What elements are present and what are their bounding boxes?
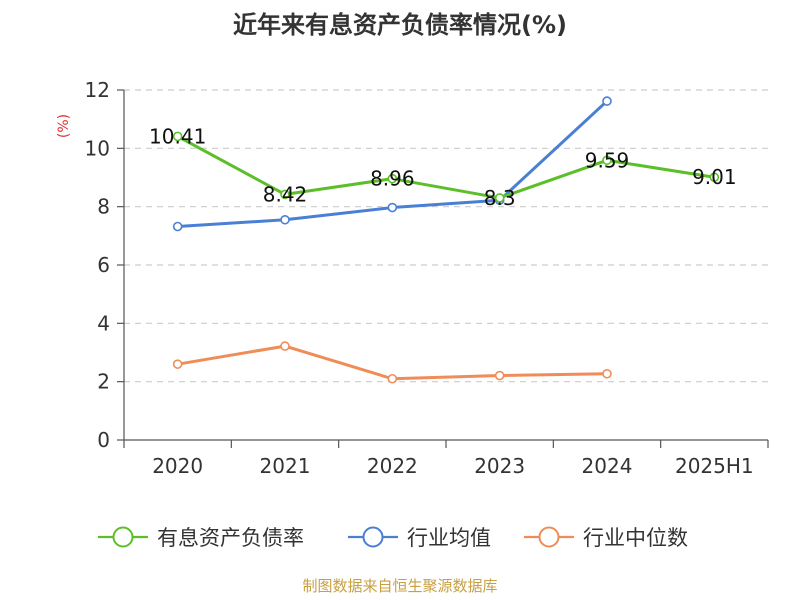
data-label: 8.42: [263, 182, 308, 206]
data-point: [387, 173, 398, 184]
data-point: [280, 214, 290, 225]
y-axis-unit: (%): [56, 114, 72, 138]
data-point: [172, 221, 183, 232]
axes: [117, 89, 769, 448]
legend-marker: [538, 526, 560, 548]
data-point: [172, 131, 183, 142]
data-label: 10.41: [149, 124, 206, 148]
y-tick-label: 4: [97, 311, 110, 335]
y-tick-label: 6: [97, 253, 110, 277]
data-point: [709, 172, 720, 183]
data-point: [172, 359, 183, 369]
series-line: [177, 344, 608, 381]
legend-label: 行业均值: [407, 526, 491, 550]
data-point: [494, 193, 505, 203]
data-point: [602, 155, 612, 166]
y-tick-label: 0: [97, 428, 110, 452]
x-tick-label: 2022: [367, 454, 418, 478]
data-labels: 10.41 8.42 8.96 8.3 9.59 9.01: [149, 124, 737, 210]
series-line: [176, 135, 715, 200]
data-label: 8.3: [484, 186, 516, 210]
legend-marker: [362, 526, 384, 548]
data-point: [387, 373, 398, 384]
chart-title: 近年来有息资产负债率情况(%): [233, 11, 567, 39]
legend-label: 行业中位数: [583, 526, 688, 550]
x-tick-label: 2021: [260, 454, 311, 478]
data-label: 8.96: [370, 167, 415, 191]
legend-item: 行业均值: [348, 526, 491, 550]
data-point: [602, 96, 612, 106]
y-tick-label: 8: [97, 195, 110, 219]
x-tick-label: 2020: [152, 454, 203, 478]
y-tick-label: 2: [97, 370, 110, 394]
tick-labels: 0 2 4 6 8 10 12 2020 2021 2022 2023 2024 2025H1: [85, 78, 754, 478]
data-point: [602, 368, 612, 379]
source-note: 制图数据来自恒生聚源数据库: [302, 577, 497, 595]
legend-marker: [112, 526, 134, 548]
y-tick-label: 12: [85, 78, 110, 102]
legend-item: 行业中位数: [524, 526, 688, 550]
legend: 有息资产负债率 行业均值 行业中位数: [98, 526, 688, 550]
grid-lines: [124, 89, 768, 383]
data-point: [280, 189, 290, 200]
data-point: [280, 341, 290, 351]
x-tick-label: 2024: [582, 454, 633, 478]
x-tick-label: 2023: [474, 454, 525, 478]
data-label: 9.59: [585, 148, 630, 172]
data-label: 9.01: [692, 165, 737, 189]
legend-label: 有息资产负债率: [157, 526, 304, 550]
data-point: [387, 202, 398, 213]
data-point: [494, 370, 505, 381]
x-tick-label: 2025H1: [675, 454, 754, 478]
series-layer: [172, 96, 720, 384]
legend-item: 有息资产负债率: [98, 526, 304, 550]
y-tick-label: 10: [85, 136, 110, 160]
